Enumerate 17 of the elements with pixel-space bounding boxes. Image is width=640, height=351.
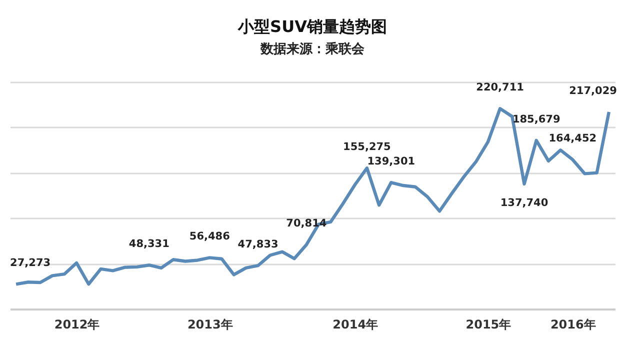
- data-label: 27,273: [10, 257, 51, 270]
- x-tick-label: 2015年: [466, 318, 512, 332]
- data-label: 48,331: [128, 238, 170, 250]
- x-tick-label: 2016年: [550, 318, 596, 332]
- x-tick-label: 2012年: [54, 318, 100, 332]
- chart-title: 小型SUV销量趋势图: [237, 17, 387, 36]
- data-label: 155,275: [343, 141, 391, 154]
- data-label: 139,301: [367, 156, 416, 168]
- data-label: 220,711: [476, 82, 524, 94]
- data-label: 137,740: [500, 196, 548, 209]
- data-label: 164,452: [548, 132, 597, 145]
- data-label: 56,486: [189, 230, 230, 243]
- chart-subtitle: 数据来源：乘联会: [260, 41, 366, 57]
- x-tick-label: 2014年: [332, 318, 378, 332]
- x-tick-label: 2013年: [187, 318, 233, 332]
- data-label: 47,833: [238, 238, 278, 251]
- data-label: 217,029: [569, 84, 617, 97]
